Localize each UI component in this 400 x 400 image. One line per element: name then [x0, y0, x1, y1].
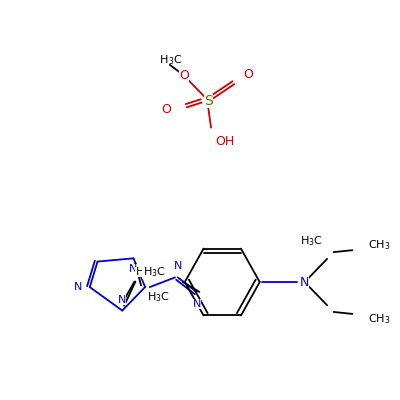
Text: O: O: [179, 69, 189, 82]
Text: N: N: [129, 264, 138, 274]
Text: N: N: [74, 282, 82, 292]
Text: $_3$C: $_3$C: [168, 53, 182, 67]
Text: H$_3$C: H$_3$C: [143, 265, 166, 279]
Text: CH$_3$: CH$_3$: [368, 238, 391, 252]
Text: N: N: [174, 261, 182, 271]
Text: N: N: [118, 295, 126, 305]
Text: CH$_3$: CH$_3$: [368, 312, 391, 326]
Text: C: C: [151, 267, 159, 277]
Text: N: N: [192, 299, 201, 309]
Text: H: H: [160, 55, 168, 65]
Text: OH: OH: [216, 135, 235, 148]
Text: H$_3$C: H$_3$C: [300, 235, 323, 248]
Text: S: S: [204, 94, 212, 108]
Text: O: O: [161, 103, 171, 116]
Text: H: H: [136, 267, 144, 277]
Text: N: N: [300, 276, 309, 288]
Text: H$_3$C: H$_3$C: [147, 290, 170, 304]
Text: O: O: [243, 68, 253, 81]
Text: $_3$: $_3$: [144, 263, 149, 272]
